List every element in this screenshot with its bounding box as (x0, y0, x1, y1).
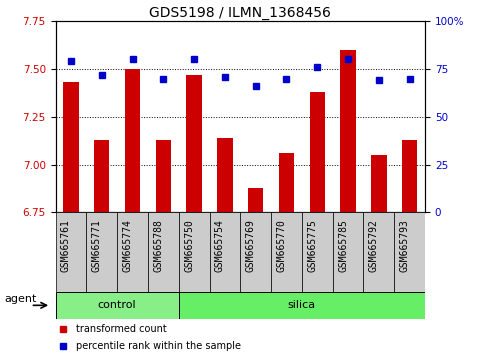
Bar (63, 82, 79, 212)
Text: GSM665785: GSM665785 (338, 219, 348, 272)
Bar (333, 212, 364, 292)
Text: GSM665761: GSM665761 (61, 219, 71, 272)
Text: transformed count: transformed count (76, 324, 167, 333)
Bar (186, 75, 202, 212)
Bar (217, 138, 233, 212)
Bar (86, 212, 117, 292)
Text: GSM665788: GSM665788 (153, 219, 163, 272)
Bar (271, 212, 302, 292)
Bar (371, 155, 386, 212)
Bar (210, 212, 240, 292)
Text: GSM665792: GSM665792 (369, 219, 379, 272)
Text: GSM665793: GSM665793 (399, 219, 410, 272)
Text: GSM665750: GSM665750 (184, 219, 194, 272)
Bar (240, 212, 271, 292)
Text: GSM665754: GSM665754 (215, 219, 225, 272)
Bar (156, 140, 171, 212)
Bar (179, 292, 425, 319)
Text: control: control (98, 300, 136, 310)
Bar (248, 188, 263, 212)
Bar (56, 292, 179, 319)
Bar (310, 92, 325, 212)
Text: silica: silica (288, 300, 316, 310)
Text: GSM665774: GSM665774 (123, 219, 132, 272)
Bar (148, 212, 179, 292)
Text: GSM665775: GSM665775 (307, 219, 317, 272)
Text: GSM665771: GSM665771 (92, 219, 102, 272)
Text: percentile rank within the sample: percentile rank within the sample (76, 341, 241, 351)
Bar (56, 212, 86, 292)
Bar (179, 212, 210, 292)
Title: GDS5198 / ILMN_1368456: GDS5198 / ILMN_1368456 (149, 6, 331, 20)
Bar (94, 140, 110, 212)
Bar (394, 212, 425, 292)
Bar (302, 212, 333, 292)
Bar (402, 140, 417, 212)
Bar (364, 212, 394, 292)
Bar (117, 212, 148, 292)
Text: agent: agent (4, 295, 37, 304)
Bar (125, 69, 140, 212)
Text: GSM665770: GSM665770 (276, 219, 286, 272)
Bar (341, 50, 356, 212)
Text: GSM665769: GSM665769 (246, 219, 256, 272)
Bar (279, 153, 294, 212)
